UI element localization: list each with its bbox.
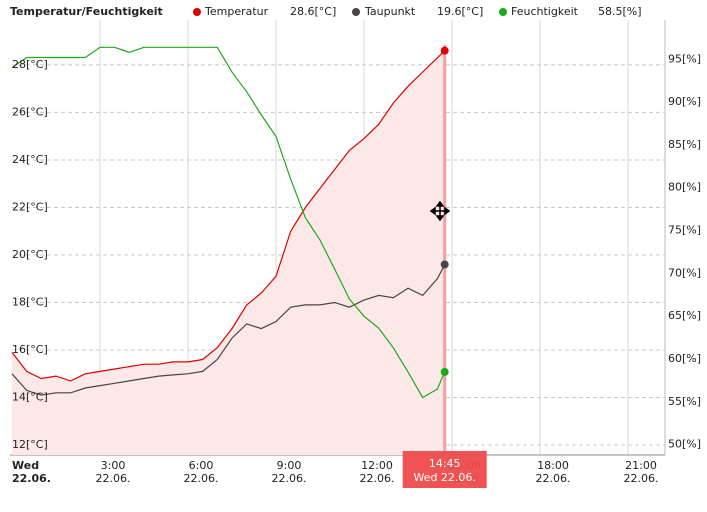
x-tick-date: 22.06. (96, 472, 131, 485)
move-icon-shape (429, 200, 451, 222)
x-tick-date: 22.06. (12, 472, 51, 485)
cursor-point (440, 260, 449, 269)
y-tick-label: 28[°C] (12, 58, 48, 71)
y-tick-label: 14[°C] (12, 391, 48, 404)
legend-label: Taupunkt (364, 5, 416, 18)
x-tick-date: 22.06. (624, 472, 659, 485)
y2-tick-label: 75[%] (668, 224, 701, 237)
x-tick-label: 18:00 (537, 459, 569, 472)
legend-value: 58.5[%] (598, 5, 642, 18)
cursor-point (440, 367, 449, 376)
y2-tick-label: 85[%] (668, 138, 701, 151)
x-tick-date: 22.06. (536, 472, 571, 485)
x-tick-label: 9:00 (277, 459, 302, 472)
y-tick-label: 24[°C] (12, 153, 48, 166)
legend-marker (193, 8, 201, 16)
area (12, 50, 445, 455)
x-tick-label: 21:00 (625, 459, 657, 472)
x-tick-date: 22.06. (272, 472, 307, 485)
y-tick-label: 16[°C] (12, 343, 48, 356)
y-tick-label: 20[°C] (12, 248, 48, 261)
y-tick-label: 12[°C] (12, 438, 48, 451)
y-tick-label: 18[°C] (12, 295, 48, 308)
cursor-date: Wed 22.06. (413, 471, 475, 484)
y2-tick-label: 80[%] (668, 181, 701, 194)
x-tick-date: 22.06. (184, 472, 219, 485)
y-tick-label: 22[°C] (12, 200, 48, 213)
line (11, 264, 446, 396)
y2-tick-label: 55[%] (668, 395, 701, 408)
x-tick-label: Wed (12, 459, 39, 472)
legend-value: 19.6[°C] (437, 5, 483, 18)
legend-label: Temperatur (204, 5, 269, 18)
y-tick-label: 26[°C] (12, 105, 48, 118)
x-tick-label: 6:00 (189, 459, 214, 472)
cursor-line (443, 45, 447, 455)
cursor-time: 14:45 (429, 457, 461, 470)
legend-label: Feuchtigkeit (511, 5, 579, 18)
cursor-point (440, 46, 449, 55)
y2-tick-label: 70[%] (668, 266, 701, 279)
cursor-label-box (402, 451, 487, 488)
move-icon (429, 200, 451, 222)
line (11, 46, 446, 399)
x-tick-label: 12:00 (361, 459, 393, 472)
x-tick-label: 3:00 (101, 459, 126, 472)
y2-tick-label: 65[%] (668, 309, 701, 322)
legend-marker (352, 8, 360, 16)
legend-value: 28.6[°C] (290, 5, 336, 18)
line (11, 50, 446, 382)
y2-tick-label: 50[%] (668, 438, 701, 451)
chart-title: Temperatur/Feuchtigkeit (10, 5, 163, 18)
y2-tick-label: 95[%] (668, 52, 701, 65)
legend-marker (499, 8, 507, 16)
y2-tick-label: 60[%] (668, 352, 701, 365)
y2-tick-label: 90[%] (668, 95, 701, 108)
x-tick-date: 22.06. (360, 472, 395, 485)
